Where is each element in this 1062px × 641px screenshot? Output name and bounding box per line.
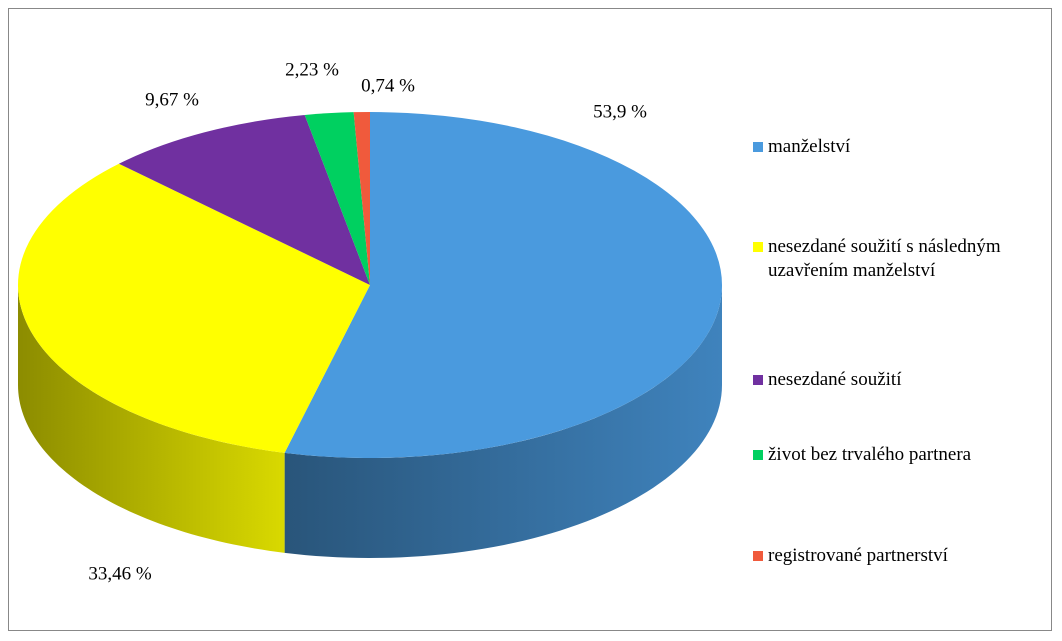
legend-item: nesezdané soužití: [753, 368, 901, 392]
data-label: 0,74 %: [361, 75, 415, 96]
legend-label: nesezdané soužití s následným uzavřením …: [768, 236, 1001, 281]
legend-swatch: [753, 142, 763, 152]
legend-label: manželství: [768, 136, 851, 157]
slice: [118, 115, 371, 285]
legend-swatch: [753, 551, 763, 561]
legend-item: nesezdané soužití s následným uzavřením …: [753, 235, 1028, 283]
legend-item: život bez trvalého partnera: [753, 443, 971, 467]
slice: [284, 112, 723, 459]
data-label: 9,67 %: [145, 89, 199, 110]
data-label: 2,23 %: [285, 59, 339, 80]
slice-side: [18, 285, 285, 553]
slice: [304, 112, 370, 285]
slice-side: [284, 285, 722, 558]
data-label: 53,9 %: [593, 101, 647, 122]
legend-item: registrované partnerství: [753, 544, 948, 568]
legend-swatch: [753, 450, 763, 460]
legend-label: život bez trvalého partnera: [768, 444, 972, 465]
slice: [353, 112, 370, 285]
data-label: 33,46 %: [88, 563, 152, 584]
legend-label: nesezdané soužití: [768, 369, 902, 390]
legend-item: manželství: [753, 135, 850, 159]
legend-swatch: [753, 375, 763, 385]
slice: [18, 163, 371, 453]
legend-label: registrované partnerství: [768, 545, 948, 566]
legend-swatch: [753, 242, 763, 252]
chart-frame: [8, 8, 1052, 631]
